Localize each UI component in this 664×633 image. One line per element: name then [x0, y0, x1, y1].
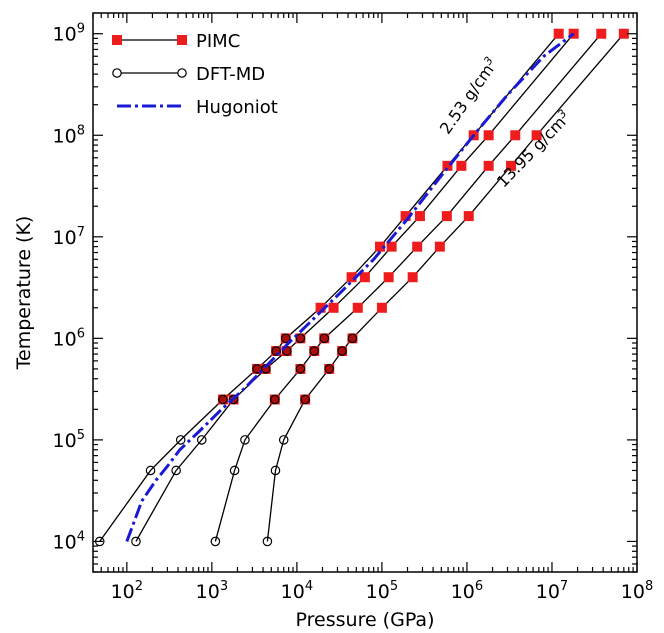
pimc-marker — [112, 35, 122, 45]
pimc-marker — [553, 28, 564, 39]
dft-marker — [295, 333, 306, 344]
pimc-marker — [376, 302, 387, 313]
dft-marker — [210, 536, 221, 547]
dft-marker — [270, 465, 281, 476]
pimc-marker — [483, 160, 494, 171]
isochore-series — [210, 28, 607, 547]
legend-label: PIMC — [196, 31, 240, 52]
dft-marker — [309, 346, 320, 356]
pimc-marker — [531, 130, 542, 141]
y-tick-label: 104 — [53, 529, 85, 553]
axis-ticks: 102 103 104 105 106 107 108 104 105 106 107 108 109 — [53, 13, 653, 603]
dft-marker — [295, 364, 306, 374]
x-tick-label: 107 — [536, 579, 568, 603]
legend-entry-hugoniot: Hugoniot — [117, 97, 278, 118]
x-tick-label: 102 — [111, 579, 143, 603]
dft-marker — [175, 435, 186, 445]
y-tick-label: 109 — [53, 22, 85, 46]
pimc-marker — [596, 28, 607, 39]
legend-label: DFT-MD — [196, 64, 265, 85]
pimc-marker — [346, 272, 357, 283]
pimc-marker — [483, 130, 494, 141]
isochore-series — [262, 28, 629, 547]
x-tick-label: 106 — [451, 579, 483, 603]
pimc-marker — [407, 272, 418, 283]
dft-marker — [324, 364, 335, 374]
pimc-marker — [414, 211, 425, 222]
y-axis-title: Temperature (K) — [13, 216, 35, 371]
plot-frame — [92, 12, 638, 573]
dft-marker — [347, 333, 358, 344]
y-tick-label: 106 — [53, 326, 85, 350]
y-tick-label: 105 — [53, 428, 85, 452]
dft-marker — [131, 536, 141, 547]
legend-entry-dft: DFT-MD — [112, 64, 265, 85]
x-tick-label: 103 — [196, 579, 228, 603]
x-tick-label: 108 — [621, 579, 653, 603]
pimc-marker — [506, 160, 517, 171]
x-tick-label: 104 — [281, 579, 313, 603]
dft-marker — [218, 394, 228, 405]
dft-marker — [229, 465, 240, 476]
pimc-marker — [456, 160, 467, 171]
legend: PIMC DFT-MD Hugoniot — [112, 31, 278, 118]
density-annotation: 2.53 g/cm3 — [435, 54, 502, 137]
legend-entry-pimc: PIMC — [112, 31, 240, 52]
dft-marker — [196, 435, 207, 445]
y-tick-label: 107 — [53, 225, 85, 249]
hugoniot-line — [125, 32, 575, 542]
pimc-marker — [441, 211, 452, 222]
y-tick-label: 108 — [53, 123, 85, 147]
pimc-marker — [386, 241, 397, 252]
x-axis-title: Pressure (GPa) — [296, 609, 435, 631]
dft-marker — [319, 333, 330, 344]
legend-label: Hugoniot — [196, 97, 278, 118]
pimc-marker — [412, 241, 423, 252]
dft-marker — [300, 394, 310, 405]
pimc-marker — [510, 130, 521, 141]
isochore-line — [99, 33, 560, 542]
isochore-line — [135, 33, 575, 542]
dft-marker — [145, 465, 156, 476]
density-annotation: 13.95 g/cm3 — [492, 107, 574, 191]
pimc-marker — [618, 28, 629, 39]
dft-marker — [171, 465, 181, 476]
pimc-marker — [442, 160, 453, 171]
x-tick-label: 105 — [366, 579, 398, 603]
dft-marker — [177, 68, 187, 78]
pimc-marker — [383, 272, 394, 283]
dft-marker — [270, 394, 280, 405]
pimc-marker — [328, 302, 339, 313]
pimc-marker — [359, 272, 370, 283]
isochore-line — [214, 33, 602, 542]
dft-marker — [337, 346, 347, 356]
pimc-marker — [375, 241, 386, 252]
dft-marker — [278, 435, 289, 445]
pimc-marker — [400, 211, 411, 222]
isochore-line — [266, 33, 625, 542]
dft-marker — [262, 536, 273, 547]
pimc-marker — [463, 211, 474, 222]
pimc-marker — [352, 302, 363, 313]
pimc-marker — [177, 35, 187, 45]
dft-marker — [240, 435, 250, 445]
pimc-marker — [315, 302, 326, 313]
dft-marker — [112, 68, 122, 78]
dft-marker — [280, 333, 291, 344]
pimc-marker — [434, 241, 445, 252]
